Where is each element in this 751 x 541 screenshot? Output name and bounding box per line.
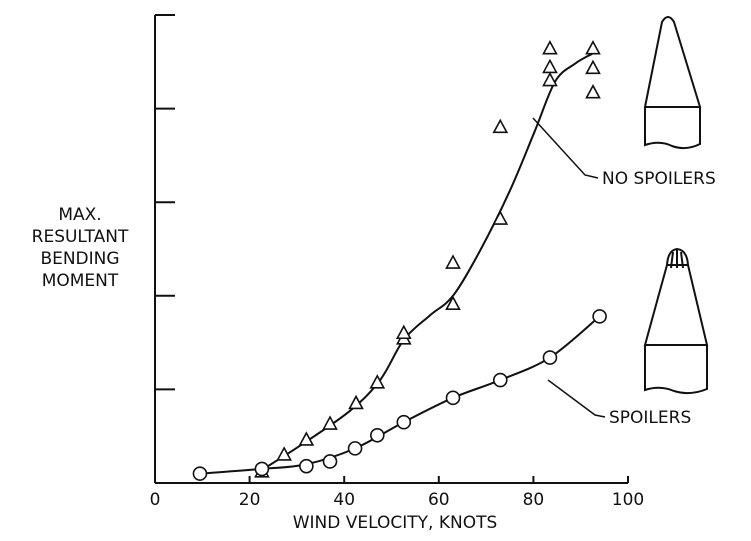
circle-marker bbox=[347, 441, 363, 456]
fit-curve bbox=[261, 52, 594, 471]
circle-marker bbox=[492, 372, 508, 388]
circle-marker bbox=[592, 309, 607, 324]
y-axis-label: MAX. bbox=[58, 205, 101, 225]
series-label: SPOILERS bbox=[609, 408, 691, 428]
x-tick-label: 60 bbox=[428, 490, 450, 510]
circle-marker bbox=[254, 461, 270, 477]
triangle-marker bbox=[369, 374, 386, 389]
x-tick-label: 20 bbox=[239, 490, 261, 510]
triangle-marker bbox=[322, 415, 338, 430]
triangle-marker bbox=[276, 446, 292, 461]
x-axis-label: WIND VELOCITY, KNOTS bbox=[293, 513, 498, 533]
triangle-marker bbox=[445, 254, 461, 269]
circle-marker bbox=[445, 390, 461, 406]
circle-marker bbox=[370, 427, 385, 443]
y-axis-label: BENDING bbox=[40, 249, 119, 269]
triangle-marker bbox=[395, 324, 412, 340]
circle-marker bbox=[192, 466, 208, 481]
series-label: NO SPOILERS bbox=[602, 169, 716, 189]
x-tick-label: 0 bbox=[150, 490, 161, 510]
triangle-marker bbox=[445, 295, 461, 311]
circle-marker bbox=[322, 454, 338, 469]
triangle-marker bbox=[585, 40, 601, 55]
triangle-marker bbox=[585, 84, 601, 99]
icon-no-spoilers bbox=[643, 16, 702, 150]
y-axis-label: MOMENT bbox=[42, 271, 119, 291]
leader-line bbox=[547, 379, 606, 418]
triangle-marker bbox=[542, 40, 558, 55]
triangle-marker bbox=[348, 394, 364, 410]
leader-line bbox=[532, 117, 599, 179]
y-axis-label: RESULTANT bbox=[32, 227, 129, 247]
circle-marker bbox=[396, 414, 412, 430]
triangle-marker bbox=[542, 71, 558, 87]
triangle-marker bbox=[492, 118, 509, 134]
triangle-marker bbox=[298, 431, 315, 446]
x-tick-label: 40 bbox=[333, 490, 355, 510]
x-tick-label: 80 bbox=[523, 490, 545, 510]
circle-marker bbox=[542, 350, 558, 365]
triangle-marker bbox=[542, 58, 558, 74]
icon-spoilers bbox=[643, 247, 709, 395]
circle-marker bbox=[299, 458, 314, 474]
triangle-marker bbox=[585, 59, 601, 75]
x-tick-label: 100 bbox=[612, 490, 644, 510]
triangle-marker bbox=[492, 210, 509, 225]
